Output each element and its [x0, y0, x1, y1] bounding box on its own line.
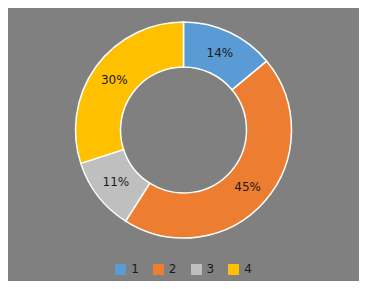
html-text:1: 1: [131, 262, 139, 276]
html-text:2: 2: [168, 262, 177, 276]
svg-text:14%: 14%: [207, 46, 234, 60]
html-text:4: 4: [244, 262, 252, 276]
svg-text:45%: 45%: [234, 180, 261, 194]
html-text:3: 3: [206, 262, 215, 276]
svg-text:11%: 11%: [103, 175, 130, 189]
svg-text:30%: 30%: [101, 73, 128, 87]
